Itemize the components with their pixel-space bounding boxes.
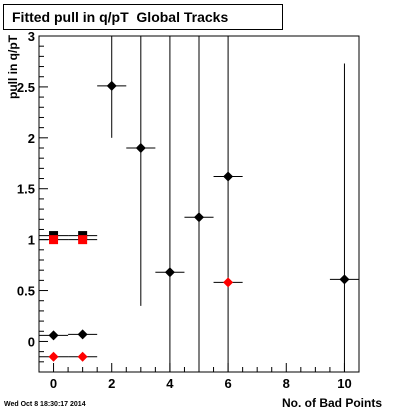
x-tick-label: 0 <box>50 376 57 391</box>
y-tick-label: 2 <box>28 131 35 146</box>
timestamp: Wed Oct 8 18:30:17 2014 <box>4 401 86 408</box>
y-tick-label: 3 <box>28 29 35 44</box>
y-tick-label: 2.5 <box>17 80 35 95</box>
data-point-diamond <box>164 267 175 278</box>
data-point-diamond <box>77 351 88 362</box>
x-tick-label: 2 <box>108 376 115 391</box>
data-point-diamond <box>223 277 234 288</box>
x-tick-label: 10 <box>337 376 351 391</box>
y-tick-label: 1.5 <box>17 182 35 197</box>
y-axis-label: pull in q/pT <box>6 35 20 99</box>
x-tick-label: 8 <box>283 376 290 391</box>
data-point-diamond <box>48 330 59 341</box>
chart-title: Fitted pull in q/pT Global Tracks <box>12 9 229 25</box>
data-point-diamond <box>106 80 117 91</box>
x-tick-label: 4 <box>166 376 174 391</box>
x-tick-label: 6 <box>224 376 231 391</box>
data-point-diamond <box>223 171 234 182</box>
data-point-diamond <box>48 351 59 362</box>
data-point-diamond <box>135 143 146 153</box>
y-tick-label: 0 <box>28 334 35 349</box>
y-tick-label: 1 <box>28 233 35 248</box>
data-point-diamond <box>194 212 204 223</box>
x-axis-label: No. of Bad Points <box>282 396 382 410</box>
chart-title-box: Fitted pull in q/pT Global Tracks <box>3 4 283 30</box>
data-point-square <box>78 235 88 245</box>
data-point-diamond <box>339 274 350 285</box>
y-tick-label: 0.5 <box>17 284 35 299</box>
data-point-diamond <box>77 329 88 340</box>
data-point-square <box>49 235 59 245</box>
